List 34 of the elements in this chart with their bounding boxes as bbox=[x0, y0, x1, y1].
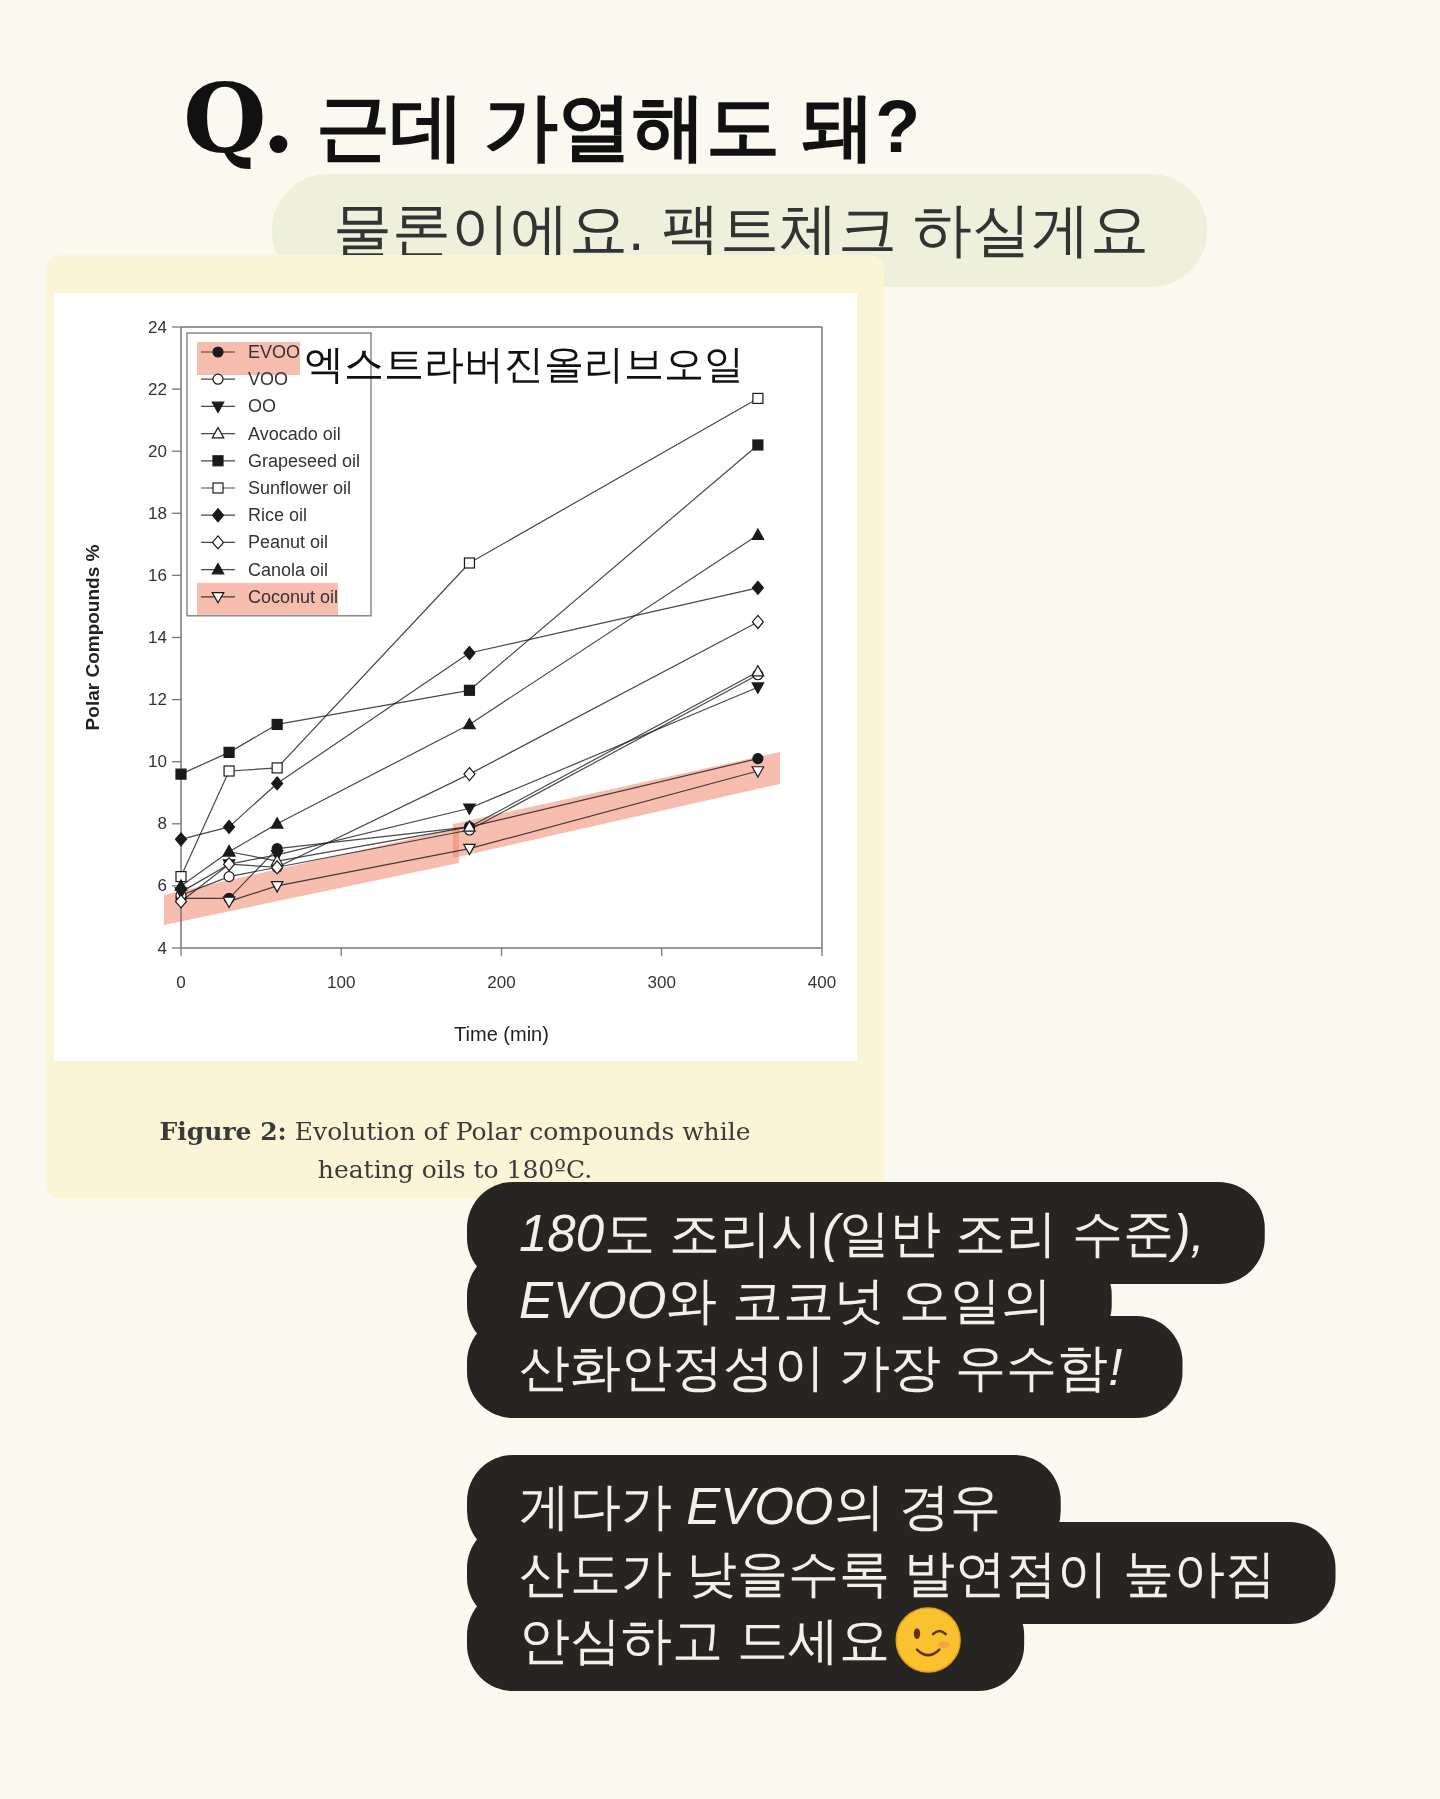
legend-label: Coconut oil bbox=[248, 586, 339, 607]
legend-label: OO bbox=[248, 396, 277, 417]
y-tick-label: 22 bbox=[148, 379, 167, 399]
caption: Figure 2: Evolution of Polar compounds while heating oils to 180ºC. bbox=[159, 1116, 751, 1184]
x-tick-label: 0 bbox=[176, 972, 186, 992]
y-tick-label: 24 bbox=[148, 317, 167, 337]
y-tick-label: 14 bbox=[148, 628, 167, 647]
legend-label: VOO bbox=[248, 369, 289, 390]
y-tick-label: 12 bbox=[148, 690, 167, 710]
legend-label: Grapeseed oil bbox=[248, 450, 361, 471]
y-tick-label: 20 bbox=[148, 441, 167, 461]
legend-label: EVOO bbox=[248, 342, 301, 362]
y-tick-label: 18 bbox=[148, 503, 167, 523]
x-tick-label: 400 bbox=[807, 972, 837, 992]
text: 180도 조리시(일반 조리 수준), EVOO와 코코넛 오일의 산화안정성이 가장 우수함! bbox=[519, 1204, 1205, 1396]
y-axis-title: Polar Compounds % bbox=[81, 544, 103, 731]
annotation: 엑스트라버진올리브오일 bbox=[304, 342, 745, 386]
chart-title: Q. 근데 가열해도 돼? bbox=[183, 62, 921, 175]
legend-label: Canola oil bbox=[248, 559, 329, 580]
y-tick-label: 10 bbox=[148, 752, 167, 772]
text: 게다가 EVOO의 경우 산도가 낮을수록 발연점이 높아짐 안심하고 드세요 bbox=[519, 1477, 1276, 1669]
x-tick-label: 300 bbox=[647, 972, 676, 992]
x-tick-label: 100 bbox=[327, 972, 356, 992]
legend-label: Avocado oil bbox=[248, 423, 341, 444]
legend-label: Sunflower oil bbox=[248, 478, 352, 498]
y-tick-label: 4 bbox=[157, 938, 167, 958]
y-tick-label: 6 bbox=[157, 876, 167, 896]
y-tick-label: 8 bbox=[157, 814, 167, 834]
legend-label: Peanut oil bbox=[248, 532, 329, 553]
x-tick-label: 200 bbox=[487, 972, 516, 992]
legend-label: Rice oil bbox=[248, 505, 308, 526]
chart-subtitle: 물론이에요. 팩트체크 하실게요 bbox=[333, 197, 1150, 263]
x-axis-title: Time (min) bbox=[454, 1023, 549, 1045]
y-tick-label: 16 bbox=[148, 565, 167, 585]
